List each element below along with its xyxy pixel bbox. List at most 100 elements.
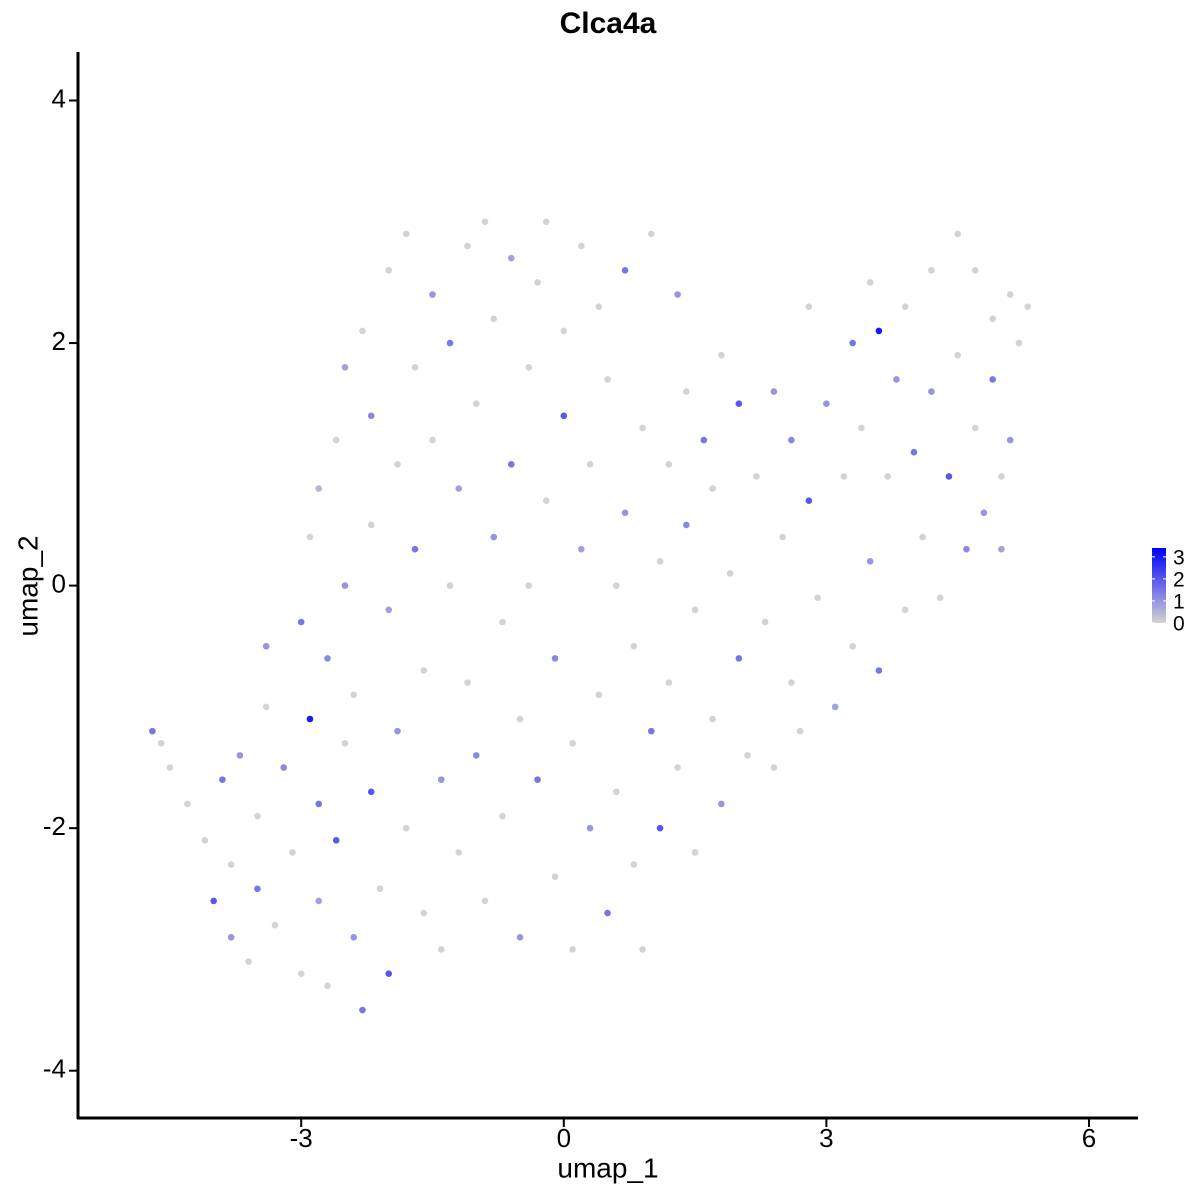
point xyxy=(770,764,778,771)
point xyxy=(402,824,410,832)
point xyxy=(367,521,375,529)
point xyxy=(954,230,961,238)
point xyxy=(525,364,533,371)
point xyxy=(385,266,393,274)
x-tick-label: 6 xyxy=(1082,1123,1096,1153)
y-tick-label: 0 xyxy=(52,568,66,598)
point xyxy=(446,582,454,589)
point xyxy=(814,594,821,602)
colorbar-label: 2 xyxy=(1173,568,1185,591)
point xyxy=(437,776,445,783)
point xyxy=(989,315,996,323)
point xyxy=(289,849,296,856)
point xyxy=(359,1006,366,1014)
point xyxy=(901,303,909,310)
point xyxy=(718,351,725,359)
point xyxy=(254,885,261,893)
point xyxy=(761,618,769,626)
point xyxy=(753,473,760,480)
point xyxy=(499,618,506,626)
point xyxy=(569,946,576,953)
y-axis-title: umap_2 xyxy=(12,535,43,636)
point xyxy=(315,897,323,905)
point xyxy=(297,618,305,626)
point xyxy=(893,376,900,383)
point xyxy=(691,849,699,856)
point xyxy=(613,788,620,796)
point xyxy=(735,400,743,407)
chart-title: Clca4a xyxy=(560,7,657,40)
point xyxy=(840,473,848,480)
x-tick-label: 0 xyxy=(557,1123,571,1153)
point xyxy=(998,473,1005,480)
point xyxy=(866,279,874,286)
point xyxy=(683,521,690,529)
point xyxy=(341,582,349,589)
point xyxy=(604,909,611,917)
point xyxy=(385,970,393,977)
point xyxy=(866,558,874,565)
point xyxy=(516,715,524,723)
point xyxy=(849,642,856,650)
point xyxy=(910,448,918,456)
point xyxy=(455,849,463,856)
point xyxy=(350,934,358,941)
point xyxy=(586,461,594,468)
point xyxy=(324,655,331,662)
point xyxy=(648,727,655,735)
point xyxy=(586,824,594,832)
point xyxy=(621,266,629,274)
point xyxy=(621,509,629,517)
point xyxy=(359,327,366,335)
y-tick-label: 2 xyxy=(52,326,66,356)
point xyxy=(464,242,471,250)
point xyxy=(656,558,664,565)
point xyxy=(639,946,646,953)
point xyxy=(656,824,664,832)
point xyxy=(691,606,699,614)
point xyxy=(665,679,673,686)
point xyxy=(542,497,550,505)
point xyxy=(332,436,340,444)
point xyxy=(683,388,690,395)
point xyxy=(219,776,226,783)
point xyxy=(271,921,279,929)
point xyxy=(700,436,708,444)
point xyxy=(875,327,883,335)
point xyxy=(779,533,786,541)
point xyxy=(726,570,734,577)
point xyxy=(831,703,839,711)
points xyxy=(149,218,1032,1014)
point xyxy=(157,739,165,747)
point xyxy=(823,400,830,407)
point xyxy=(770,388,778,395)
point xyxy=(805,497,813,505)
point xyxy=(411,545,419,553)
point xyxy=(341,739,349,747)
point xyxy=(744,752,751,759)
point xyxy=(595,691,603,699)
point xyxy=(350,691,358,699)
point xyxy=(306,715,314,723)
point xyxy=(394,727,401,735)
point xyxy=(551,655,559,662)
point xyxy=(420,667,428,674)
y-tick-label: 4 xyxy=(52,83,66,113)
point xyxy=(604,376,611,383)
point xyxy=(280,764,287,771)
point xyxy=(297,970,305,977)
point xyxy=(499,812,506,820)
point xyxy=(341,364,349,371)
point xyxy=(718,800,725,808)
point xyxy=(464,679,471,686)
point xyxy=(648,230,655,238)
point xyxy=(429,291,436,298)
point xyxy=(630,861,638,868)
point xyxy=(954,351,961,359)
point xyxy=(796,727,804,735)
point xyxy=(166,764,174,771)
point xyxy=(998,545,1005,553)
colorbar-label: 1 xyxy=(1173,590,1185,613)
point xyxy=(674,291,681,298)
